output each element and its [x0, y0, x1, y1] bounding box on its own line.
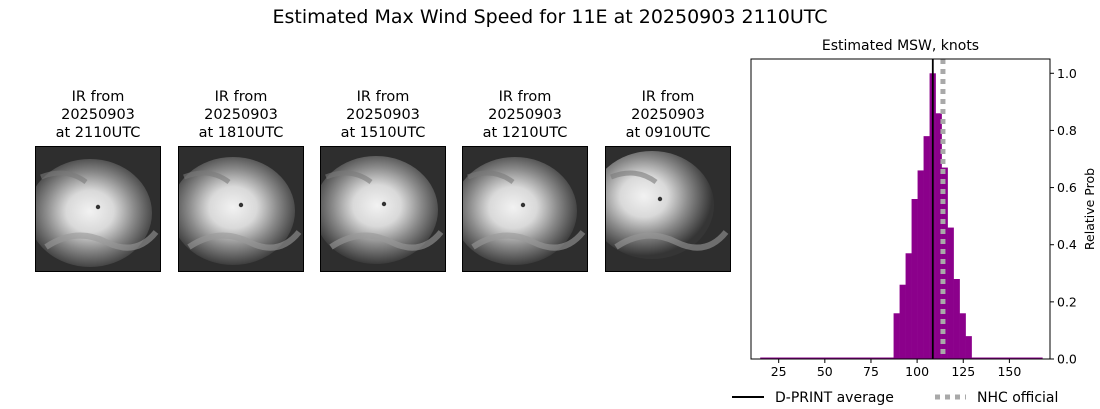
ir-caption-line: IR from	[71, 89, 125, 105]
ir-satellite-image	[178, 146, 304, 272]
x-tick-label: 50	[817, 364, 833, 379]
ir-caption-line: at 0910UTC	[625, 125, 711, 141]
histogram-bar	[899, 284, 906, 359]
histogram-bar	[959, 313, 966, 359]
histogram-bar	[917, 170, 924, 359]
histogram-bar	[953, 279, 960, 359]
ir-caption: IR from 20250903 at 0910UTC	[605, 88, 731, 142]
ir-panel: IR from 20250903 at 1810UTC	[178, 88, 304, 272]
ir-caption-line: IR from	[641, 89, 695, 105]
ir-caption-line: at 1210UTC	[482, 125, 568, 141]
ir-satellite-image	[320, 146, 446, 272]
ir-panel: IR from 20250903 at 1210UTC	[462, 88, 588, 272]
histogram-bar	[905, 253, 912, 359]
x-tick-label: 150	[997, 364, 1021, 379]
ir-caption-line: IR from	[498, 89, 552, 105]
y-tick-label: 0.4	[1057, 237, 1077, 252]
ir-caption-line: IR from	[214, 89, 268, 105]
ir-caption-line: at 1510UTC	[340, 125, 426, 141]
ir-satellite-image	[462, 146, 588, 272]
ir-caption-line: 20250903	[488, 107, 562, 123]
x-tick-label: 75	[863, 364, 879, 379]
histogram-bar	[893, 313, 900, 359]
ir-caption-line: 20250903	[631, 107, 705, 123]
y-tick-label: 1.0	[1057, 66, 1077, 81]
x-tick-label: 25	[771, 364, 787, 379]
msw-histogram-chart: Estimated MSW, knots 25 50 75 100 125 150 0.0 0.…	[732, 38, 1097, 406]
histogram-bar	[935, 113, 942, 360]
ir-caption: IR from 20250903 at 2110UTC	[35, 88, 161, 142]
histogram-bar	[965, 336, 972, 359]
ir-caption-line: at 2110UTC	[55, 125, 141, 141]
ir-caption: IR from 20250903 at 1810UTC	[178, 88, 304, 142]
y-tick-label: 0.8	[1057, 123, 1077, 138]
ir-caption-line: IR from	[356, 89, 410, 105]
x-tick-label: 125	[951, 364, 975, 379]
ir-caption-line: 20250903	[204, 107, 278, 123]
chart-title: Estimated MSW, knots	[822, 38, 979, 54]
plot-frame	[750, 58, 1051, 360]
y-axis-label: Relative Prob	[1082, 168, 1097, 250]
legend-label-dprint: D-PRINT average	[775, 390, 894, 406]
ir-satellite-image	[35, 146, 161, 272]
ir-caption-line: 20250903	[61, 107, 135, 123]
ir-panel: IR from 20250903 at 1510UTC	[320, 88, 446, 272]
ir-caption-line: 20250903	[346, 107, 420, 123]
y-tick-label: 0.6	[1057, 180, 1077, 195]
y-tick-label: 0.0	[1057, 352, 1077, 367]
ir-caption: IR from 20250903 at 1210UTC	[462, 88, 588, 142]
legend-label-nhc: NHC official	[977, 390, 1058, 406]
figure-title: Estimated Max Wind Speed for 11E at 2025…	[272, 6, 828, 28]
ir-caption: IR from 20250903 at 1510UTC	[320, 88, 446, 142]
ir-satellite-image	[605, 146, 731, 272]
y-tick-label: 0.2	[1057, 294, 1077, 309]
histogram-bar	[923, 136, 930, 359]
histogram-bar	[911, 199, 918, 359]
ir-caption-line: at 1810UTC	[198, 125, 284, 141]
ir-panel: IR from 20250903 at 0910UTC	[605, 88, 731, 272]
histogram-bar	[947, 227, 954, 359]
x-tick-label: 100	[905, 364, 929, 379]
ir-panel: IR from 20250903 at 2110UTC	[35, 88, 161, 272]
